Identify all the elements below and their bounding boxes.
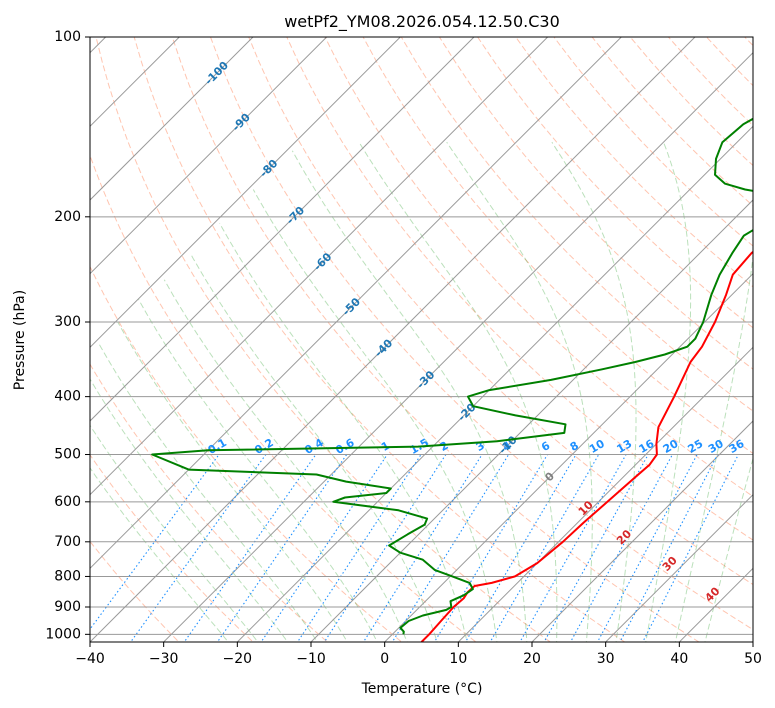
isotherm-line xyxy=(383,272,753,642)
x-tick-label: 20 xyxy=(523,651,541,667)
x-axis: −40 −30 −20 −10 0 10 20 30 40 50 xyxy=(75,642,762,667)
x-tick-label: 50 xyxy=(744,651,762,667)
isotherm-line xyxy=(90,37,623,570)
y-tick-label: 700 xyxy=(54,534,81,550)
dewpoint-profile xyxy=(151,117,753,635)
isotherm-line xyxy=(90,37,254,201)
x-tick-label: 30 xyxy=(597,651,615,667)
pressure-gridlines xyxy=(90,37,753,635)
mixing-ratio-line xyxy=(296,454,422,642)
y-tick-label: 600 xyxy=(54,494,81,510)
x-tick-label: 10 xyxy=(449,651,467,667)
dry-adiabat xyxy=(324,37,753,498)
isotherm-line xyxy=(236,125,753,642)
y-axis-title: Pressure (hPa) xyxy=(12,290,28,390)
mixing-ratio-line xyxy=(464,454,577,642)
isotherm-line xyxy=(604,493,753,642)
mixing-ratio-line xyxy=(596,454,698,642)
temperature-profile xyxy=(420,250,753,642)
mixing-ratio-line xyxy=(489,454,600,642)
dry-adiabat xyxy=(400,37,753,412)
y-tick-label: 100 xyxy=(54,29,81,45)
isotherm-line xyxy=(90,37,402,349)
y-tick-label: 900 xyxy=(54,599,81,615)
mixing-ratio-line xyxy=(391,454,510,642)
dry-adiabat xyxy=(90,153,477,642)
x-axis-title: Temperature (°C) xyxy=(361,681,483,697)
isotherm-line xyxy=(162,51,753,642)
isotherm-line xyxy=(457,346,753,642)
moist-adiabat xyxy=(138,299,378,642)
x-tick-label: 0 xyxy=(380,651,389,667)
dry-adiabat xyxy=(90,540,180,642)
mixing-ratio-line xyxy=(619,454,719,642)
moist-adiabat xyxy=(90,467,229,642)
mixing-ratio-line xyxy=(543,454,649,642)
chart-title: wetPf2_YM08.2026.054.12.50.C30 xyxy=(284,12,560,32)
dry-adiabat xyxy=(90,363,329,642)
y-tick-label: 500 xyxy=(54,447,81,463)
mixing-ratio-line xyxy=(216,454,348,642)
moist-adiabat xyxy=(117,321,348,642)
y-tick-label: 1000 xyxy=(45,626,81,642)
moist-adiabat xyxy=(90,424,259,642)
x-tick-label: −30 xyxy=(149,651,179,667)
dry-adiabat xyxy=(515,37,753,288)
mixing-ratio-line xyxy=(569,454,673,642)
moist-adiabat xyxy=(90,378,289,642)
plot-frame xyxy=(89,36,754,643)
mixing-ratio-line xyxy=(519,454,627,642)
x-tick-label: −10 xyxy=(296,651,326,667)
x-tick-label: −20 xyxy=(223,651,253,667)
x-tick-label: 40 xyxy=(670,651,688,667)
isotherm-line xyxy=(90,37,696,642)
isotherm-line xyxy=(90,37,549,496)
moist-adiabat xyxy=(219,222,468,642)
x-tick-label: −40 xyxy=(75,651,105,667)
y-tick-label: 200 xyxy=(54,209,81,225)
isotherm-line xyxy=(310,199,753,642)
y-tick-label: 300 xyxy=(54,314,81,330)
dry-adiabat xyxy=(95,37,552,642)
moist-adiabat xyxy=(189,252,438,642)
mixing-ratio-line xyxy=(642,454,739,642)
dry-adiabat xyxy=(133,37,626,642)
moist-adiabat xyxy=(97,342,319,642)
isotherm-line xyxy=(90,37,475,422)
y-axis: 100 200 300 400 500 600 700 800 900 1000 xyxy=(45,29,90,642)
y-tick-label: 400 xyxy=(54,389,81,405)
mixing-ratio-line xyxy=(433,454,548,642)
background-lines xyxy=(90,37,753,642)
y-tick-label: 800 xyxy=(54,568,81,584)
dry-adiabat xyxy=(90,453,254,642)
isotherm-line xyxy=(90,37,328,275)
sounding-profiles xyxy=(151,117,753,642)
moist-adiabat xyxy=(163,279,408,642)
dry-adiabat xyxy=(210,37,753,631)
dry-adiabat xyxy=(438,37,753,370)
isotherm-line xyxy=(531,420,753,642)
mixing-ratio-line xyxy=(260,454,388,642)
